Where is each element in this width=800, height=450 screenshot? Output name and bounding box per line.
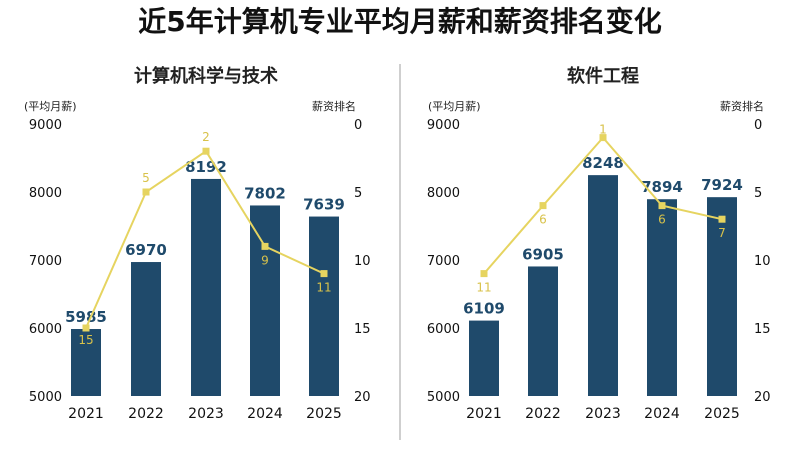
subplot-title: 软件工程: [567, 65, 639, 87]
x-tick-label: 2023: [585, 406, 621, 422]
y-axis-label: (平均月薪): [428, 100, 481, 113]
rank-point: [480, 270, 488, 278]
bar-value-label: 7924: [701, 176, 743, 194]
y2-tick-label: 5: [354, 186, 362, 201]
bar-value-label: 6970: [125, 241, 167, 259]
rank-label: 6: [539, 213, 547, 227]
y-tick-label: 5000: [427, 390, 460, 405]
bar-2022: [528, 266, 558, 396]
rank-label: 2: [202, 130, 210, 144]
y2-tick-label: 15: [754, 322, 771, 337]
rank-label: 15: [78, 333, 93, 347]
bar-value-label: 7894: [641, 178, 683, 196]
y2-tick-label: 10: [354, 254, 371, 269]
y-tick-label: 6000: [427, 322, 460, 337]
bar-2021: [71, 329, 101, 396]
x-tick-label: 2023: [188, 406, 224, 422]
rank-point: [202, 147, 210, 155]
bar-value-label: 7639: [303, 196, 345, 214]
bar-value-label: 8248: [582, 154, 624, 172]
y-tick-label: 8000: [427, 186, 460, 201]
subplot-title: 计算机科学与技术: [134, 65, 278, 87]
y-tick-label: 7000: [427, 254, 460, 269]
rank-point: [539, 202, 547, 210]
panel-divider: [399, 64, 401, 440]
y2-tick-label: 20: [354, 390, 371, 405]
rank-point: [718, 215, 726, 223]
rank-label: 6: [658, 213, 666, 227]
rank-point: [599, 134, 607, 142]
y2-tick-label: 5: [754, 186, 762, 201]
x-tick-label: 2024: [644, 406, 680, 422]
rank-label: 7: [718, 226, 726, 240]
rank-point: [261, 242, 269, 250]
x-tick-label: 2025: [306, 406, 342, 422]
y2-tick-label: 15: [354, 322, 371, 337]
y2-tick-label: 20: [754, 390, 771, 405]
rank-point: [82, 324, 90, 332]
page-title: 近5年计算机专业平均月薪和薪资排名变化: [138, 5, 662, 38]
y2-axis-label: 薪资排名: [720, 99, 764, 113]
rank-label: 11: [476, 281, 491, 295]
bar-value-label: 8192: [185, 158, 227, 176]
y2-tick-label: 0: [354, 118, 362, 133]
bar-value-label: 6109: [463, 300, 505, 318]
bar-2023: [588, 175, 618, 396]
y-tick-label: 5000: [29, 390, 62, 405]
bar-2024: [250, 205, 280, 396]
x-tick-label: 2024: [247, 406, 283, 422]
y2-axis-label: 薪资排名: [312, 99, 356, 113]
bar-value-label: 5985: [65, 308, 107, 326]
x-tick-label: 2025: [704, 406, 740, 422]
y-tick-label: 8000: [29, 186, 62, 201]
y-tick-label: 9000: [427, 118, 460, 133]
rank-label: 9: [261, 253, 269, 267]
bar-2021: [469, 320, 499, 396]
rank-label: 1: [599, 123, 607, 137]
rank-label: 11: [316, 281, 331, 295]
bar-value-label: 6905: [522, 245, 564, 263]
y-axis-label: (平均月薪): [24, 100, 77, 113]
rank-point: [320, 270, 328, 278]
rank-point: [142, 188, 150, 196]
x-tick-label: 2022: [128, 406, 164, 422]
bar-2024: [647, 199, 677, 396]
bar-2023: [191, 178, 221, 396]
bar-value-label: 7802: [244, 184, 286, 202]
bar-2025: [707, 197, 737, 396]
x-tick-label: 2021: [466, 406, 502, 422]
x-tick-label: 2022: [525, 406, 561, 422]
y2-tick-label: 0: [754, 118, 762, 133]
y-tick-label: 7000: [29, 254, 62, 269]
x-tick-label: 2021: [68, 406, 104, 422]
rank-label: 5: [142, 171, 150, 185]
bar-2025: [309, 216, 339, 396]
y-tick-label: 6000: [29, 322, 62, 337]
bar-2022: [131, 262, 161, 396]
y2-tick-label: 10: [754, 254, 771, 269]
rank-point: [658, 202, 666, 210]
y-tick-label: 9000: [29, 118, 62, 133]
